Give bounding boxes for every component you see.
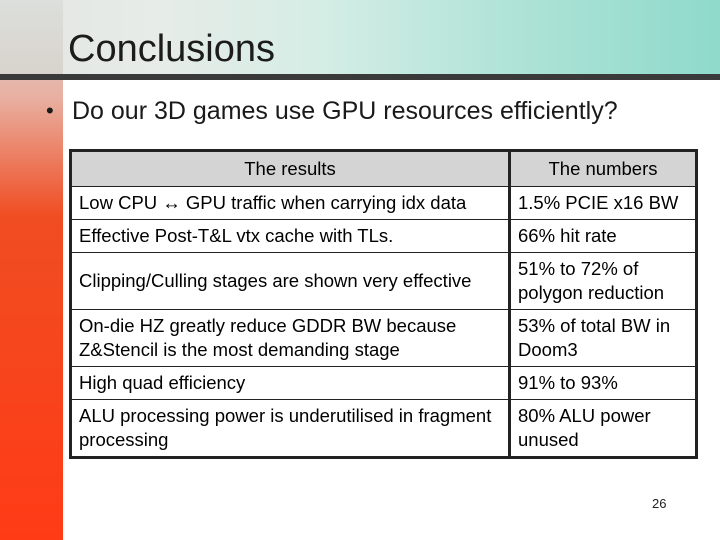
bullet-item: • Do our 3D games use GPU resources effi… (46, 95, 618, 127)
header-results: The results (70, 150, 511, 187)
table-row: Low CPU ↔ GPU traffic when carrying idx … (70, 186, 697, 220)
page-number: 26 (652, 496, 667, 511)
left-accent-bar (0, 0, 63, 540)
header-numbers: The numbers (509, 150, 697, 187)
number-cell: 80% ALU power unused (509, 399, 697, 458)
result-cell: ALU processing power is underutilised in… (70, 399, 511, 458)
table-header-row: The results The numbers (70, 150, 697, 187)
title-band-corner (0, 0, 63, 80)
result-cell: High quad efficiency (70, 366, 511, 400)
number-cell: 91% to 93% (509, 366, 697, 400)
result-cell: Effective Post-T&L vtx cache with TLs. (70, 219, 511, 253)
number-cell: 1.5% PCIE x16 BW (509, 186, 697, 220)
table-row: Effective Post-T&L vtx cache with TLs. 6… (70, 219, 697, 253)
result-cell: Low CPU ↔ GPU traffic when carrying idx … (70, 186, 511, 220)
table-row: On-die HZ greatly reduce GDDR BW because… (70, 309, 697, 367)
slide-title: Conclusions (68, 28, 275, 70)
title-rule (0, 74, 720, 80)
number-cell: 66% hit rate (509, 219, 697, 253)
result-cell: On-die HZ greatly reduce GDDR BW because… (70, 309, 511, 367)
result-cell: Clipping/Culling stages are shown very e… (70, 252, 511, 310)
bullet-text: Do our 3D games use GPU resources effici… (72, 97, 618, 125)
number-cell: 51% to 72% of polygon reduction (509, 252, 697, 310)
title-band (0, 0, 720, 80)
number-cell: 53% of total BW in Doom3 (509, 309, 697, 367)
table-row: Clipping/Culling stages are shown very e… (70, 252, 697, 310)
bullet-marker: • (46, 98, 54, 123)
table-row: ALU processing power is underutilised in… (70, 399, 697, 458)
table-row: High quad efficiency 91% to 93% (70, 366, 697, 400)
results-table: The results The numbers Low CPU ↔ GPU tr… (69, 149, 698, 459)
